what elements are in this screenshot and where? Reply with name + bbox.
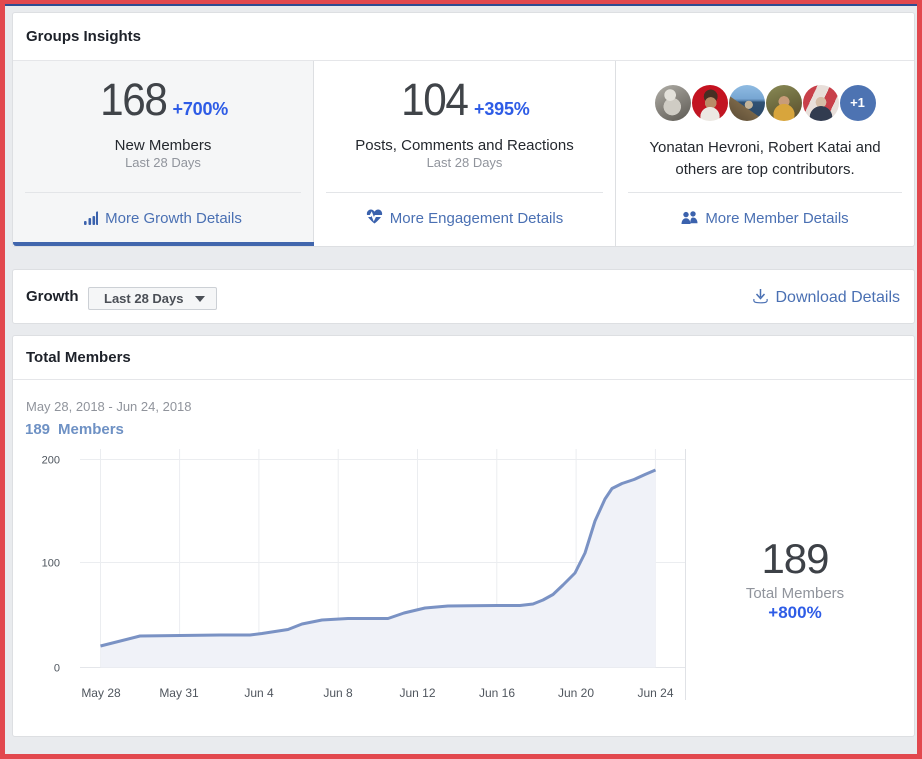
- svg-text:Jun 24: Jun 24: [637, 686, 673, 700]
- svg-text:Jun 4: Jun 4: [244, 686, 274, 700]
- svg-text:Jun 8: Jun 8: [323, 686, 353, 700]
- svg-text:May 31: May 31: [159, 686, 199, 700]
- svg-text:Jun 12: Jun 12: [399, 686, 435, 700]
- svg-text:Jun 16: Jun 16: [479, 686, 515, 700]
- svg-text:100: 100: [42, 558, 60, 570]
- svg-text:0: 0: [54, 663, 60, 675]
- svg-text:Jun 20: Jun 20: [558, 686, 594, 700]
- svg-text:200: 200: [42, 455, 60, 467]
- svg-text:May 28: May 28: [81, 686, 121, 700]
